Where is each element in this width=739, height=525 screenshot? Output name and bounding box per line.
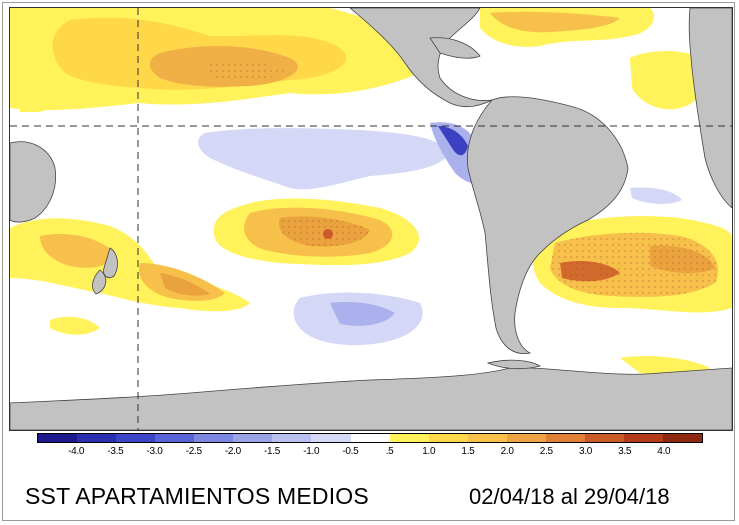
color-scale-tick-label: -3.0 (146, 446, 163, 457)
color-scale-segment (584, 434, 624, 442)
color-scale-segment (311, 434, 351, 442)
color-scale-segment (428, 434, 468, 442)
color-scale-segment (272, 434, 312, 442)
color-scale-tick-label: .5 (385, 446, 394, 457)
date-range: 02/04/18 al 29/04/18 (469, 484, 670, 509)
color-scale-tick-label: 1.5 (461, 446, 475, 457)
color-scale-tick-label: -1.5 (264, 446, 281, 457)
color-scale-segment (38, 434, 78, 442)
color-scale-tick-label: -4.0 (68, 446, 85, 457)
color-scale-segment (623, 434, 663, 442)
color-scale-segment (545, 434, 585, 442)
color-scale-tick-label: 3.0 (578, 446, 592, 457)
color-scale-segment (77, 434, 117, 442)
caption: SST APARTAMIENTOS MEDIOS 02/04/18 al 29/… (25, 483, 725, 513)
color-scale-tick-label: -3.5 (107, 446, 124, 457)
color-scale-bar (37, 433, 703, 443)
warm-anomaly-areas (10, 8, 732, 375)
color-scale-tick-label: 2.0 (500, 446, 514, 457)
color-scale-tick-label: -2.5 (185, 446, 202, 457)
color-scale-tick-label: 3.5 (618, 446, 632, 457)
color-scale-tick-label: 4.0 (657, 446, 671, 457)
map-title: SST APARTAMIENTOS MEDIOS (25, 483, 369, 509)
color-scale-segment (663, 434, 703, 442)
color-scale-segment (155, 434, 195, 442)
color-scale-segment (506, 434, 546, 442)
color-scale-tick-label: -0.5 (342, 446, 359, 457)
color-scale-segment (389, 434, 429, 442)
land-masses (10, 8, 732, 430)
color-scale-segment (467, 434, 507, 442)
color-scale-tick-label: 2.5 (539, 446, 553, 457)
color-scale-tick-label: -2.0 (224, 446, 241, 457)
color-scale-segment (233, 434, 273, 442)
color-scale-tick-label: 1.0 (422, 446, 436, 457)
color-scale-ticks: -4.0 -3.5 -3.0 -2.5 -2.0 -1.5 -1.0 -0.5 .5 1.0 1.5… (37, 446, 703, 460)
color-scale-segment (116, 434, 156, 442)
color-scale-tick-label: -1.0 (303, 446, 320, 457)
sst-anomaly-map (9, 7, 733, 431)
color-scale-segment (350, 434, 390, 442)
color-scale-segment (194, 434, 234, 442)
